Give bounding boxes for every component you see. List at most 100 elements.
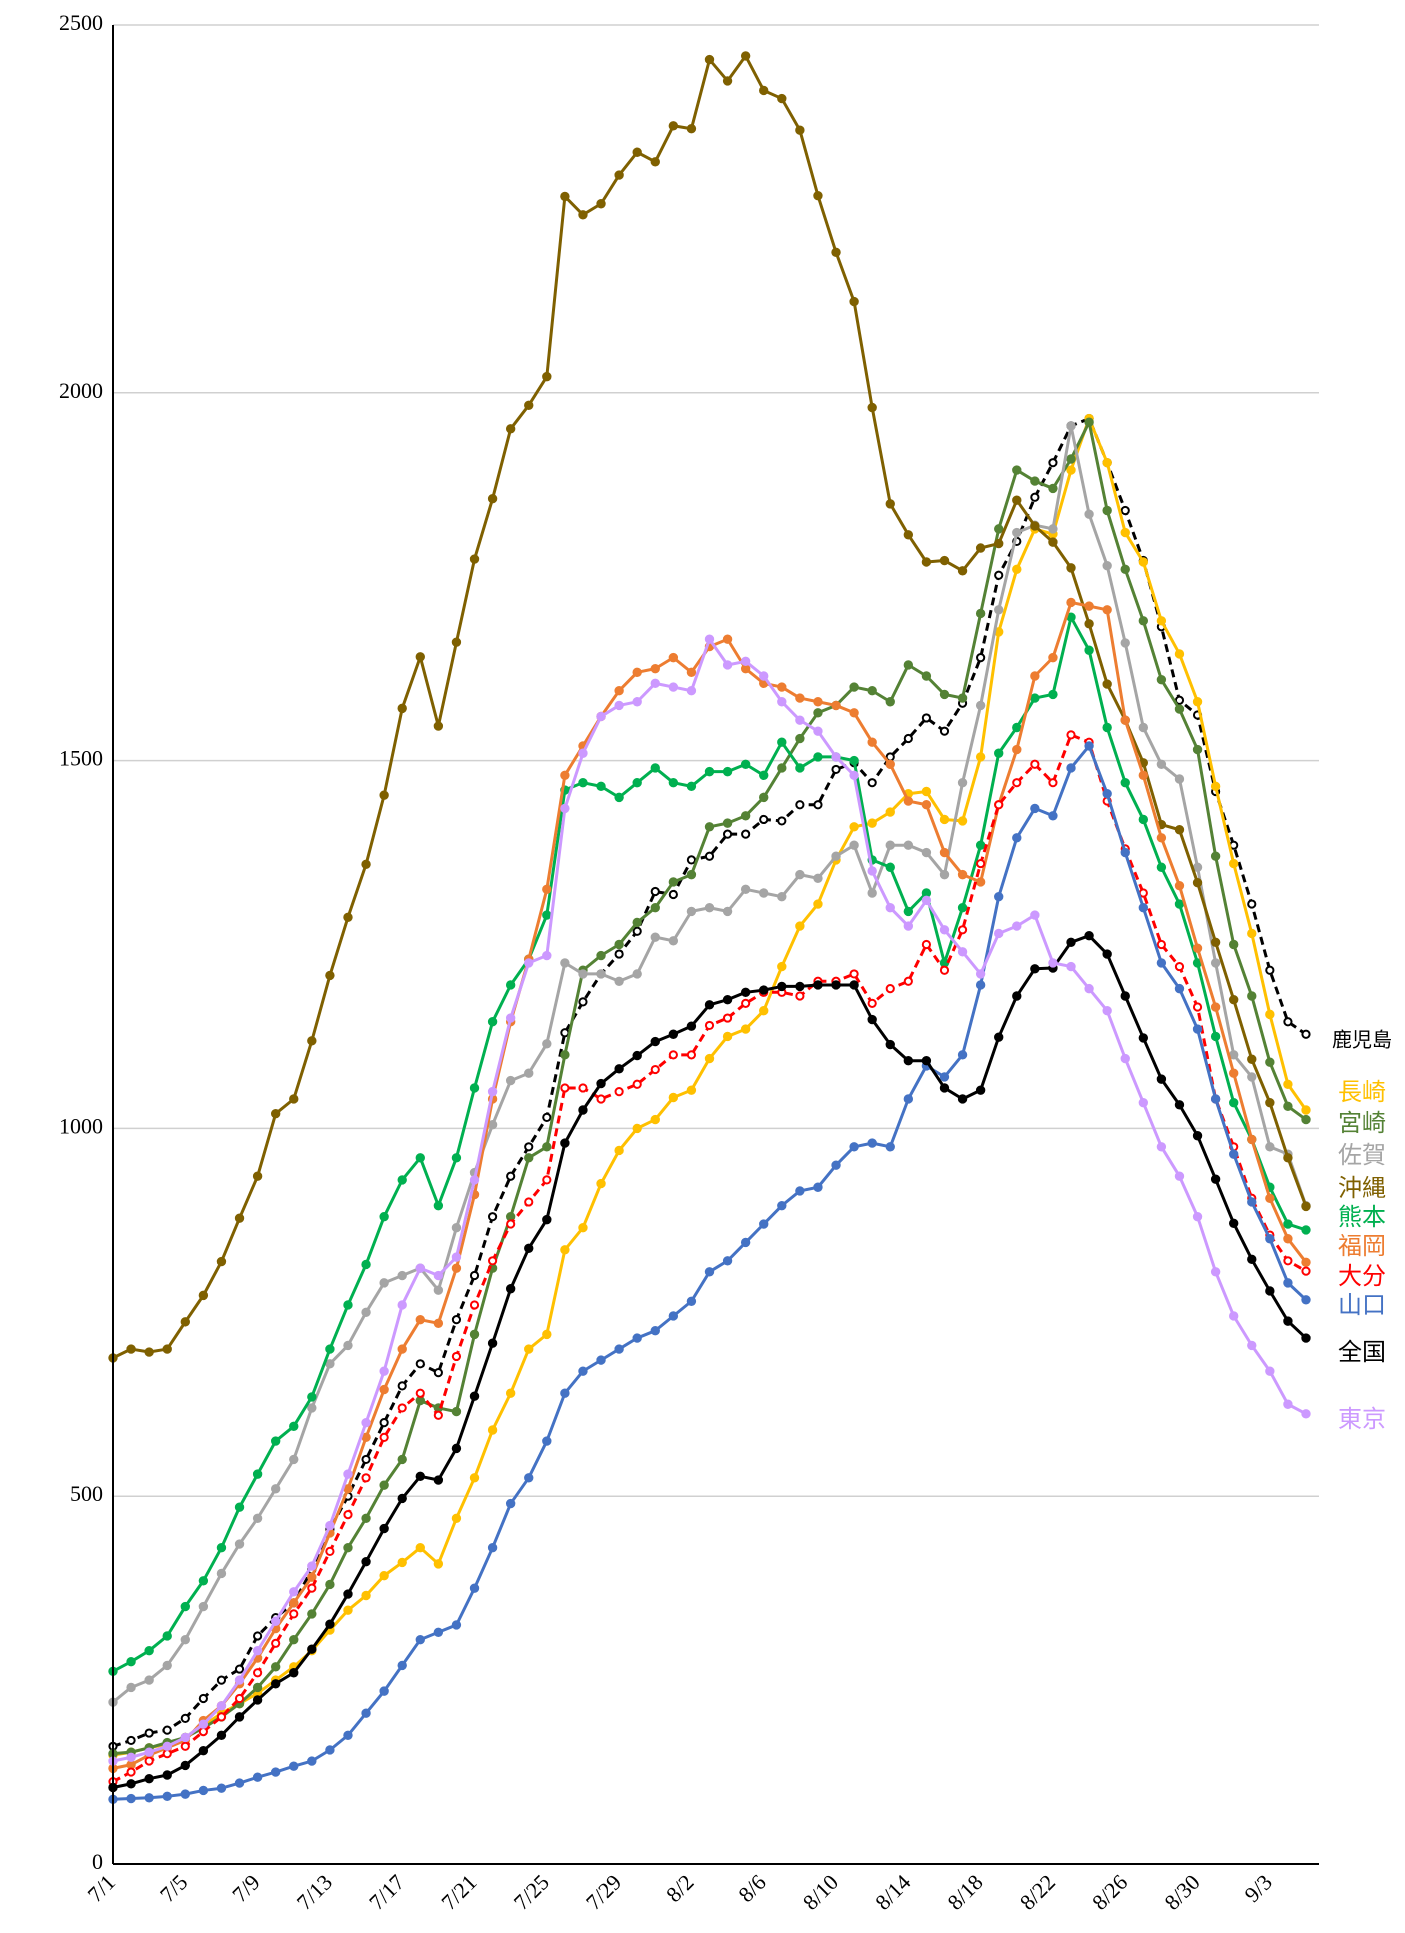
y-tick-label: 500 (70, 1481, 103, 1506)
data-point (524, 1344, 534, 1354)
data-point (415, 1314, 425, 1325)
data-point (885, 1039, 895, 1050)
data-point (596, 199, 606, 209)
data-point (487, 1425, 498, 1435)
data-point (1301, 1201, 1311, 1212)
data-point (289, 1454, 299, 1465)
data-point (542, 1329, 552, 1340)
data-point (1120, 564, 1130, 575)
data-point (144, 1347, 154, 1357)
data-point (849, 1142, 859, 1152)
data-point (1084, 509, 1094, 519)
data-point (1048, 537, 1058, 547)
data-point (144, 1793, 154, 1803)
data-point (560, 1028, 570, 1038)
data-point (1066, 454, 1076, 464)
data-point (795, 1186, 805, 1196)
data-point (777, 961, 787, 972)
data-point (1048, 458, 1058, 468)
data-point (957, 925, 968, 935)
data-point (397, 1270, 407, 1281)
data-point (560, 958, 570, 968)
data-point (777, 93, 787, 104)
data-point (415, 1388, 425, 1398)
data-point (1084, 930, 1094, 941)
data-point (325, 1619, 335, 1629)
data-point (921, 847, 932, 858)
data-point (451, 1153, 462, 1163)
data-point (831, 700, 841, 711)
data-point (668, 652, 679, 663)
data-point (415, 1359, 425, 1369)
data-point (505, 1388, 516, 1398)
data-point (1048, 958, 1058, 968)
data-point (632, 667, 642, 678)
data-point (813, 708, 823, 718)
data-point (234, 1664, 245, 1674)
data-point (1210, 1267, 1221, 1277)
data-point (1084, 417, 1094, 427)
data-point (126, 1735, 136, 1746)
data-point (415, 652, 425, 662)
data-point (867, 866, 877, 876)
data-point (668, 1092, 679, 1103)
data-point (686, 124, 697, 134)
data-point (433, 1410, 443, 1420)
data-point (867, 778, 877, 788)
data-point (849, 296, 859, 307)
data-point (1084, 741, 1094, 751)
data-point (343, 1340, 353, 1351)
data-point (740, 656, 751, 666)
data-point (433, 1475, 444, 1485)
data-point (722, 994, 733, 1005)
data-point (379, 1384, 389, 1395)
data-point (1210, 958, 1221, 968)
data-point (307, 1403, 317, 1413)
data-point (1102, 1006, 1112, 1016)
data-point (162, 1660, 172, 1671)
data-point (578, 1105, 588, 1115)
data-point (126, 1344, 136, 1354)
data-point (650, 1114, 660, 1125)
data-point (921, 939, 932, 950)
axis-labels: 0 500 1000 1500 2000 2500 7/1 7/5 7/9 7/13 7/17 7/2… (59, 10, 1277, 1915)
data-point (487, 1256, 498, 1266)
data-point (560, 191, 570, 202)
x-tick-label: 8/26 (1087, 1869, 1132, 1914)
data-point (759, 671, 769, 681)
data-point (722, 818, 733, 828)
data-point (487, 1212, 498, 1222)
data-point (1192, 1024, 1203, 1034)
data-point (1301, 1333, 1311, 1343)
data-point (795, 693, 805, 703)
x-tick-label: 8/18 (942, 1869, 987, 1914)
data-point (524, 1142, 534, 1152)
legend-label: 佐賀 (1338, 1141, 1386, 1169)
data-point (1228, 1218, 1239, 1228)
data-point (1066, 937, 1076, 947)
legend-label: 福岡 (1338, 1232, 1386, 1260)
data-point (975, 700, 986, 711)
data-point (1138, 1033, 1149, 1043)
legend-label: 長崎 (1338, 1078, 1386, 1106)
x-tick-label: 8/6 (733, 1869, 771, 1907)
data-point (1048, 524, 1058, 534)
data-point (1247, 928, 1257, 939)
data-point (668, 877, 679, 887)
data-point (560, 803, 570, 814)
data-point (307, 1572, 317, 1582)
data-point (632, 1123, 642, 1134)
data-point (198, 1785, 209, 1796)
data-point (885, 862, 895, 872)
x-tick-label: 8/10 (798, 1869, 843, 1914)
data-point (650, 678, 660, 689)
data-point (1030, 492, 1040, 502)
data-point (397, 1381, 407, 1391)
data-point (1030, 671, 1040, 681)
data-point (1210, 1002, 1221, 1012)
data-point (252, 1469, 263, 1479)
data-point (451, 1443, 462, 1454)
data-point (885, 984, 895, 994)
data-point (759, 888, 769, 898)
data-point (397, 1557, 407, 1568)
